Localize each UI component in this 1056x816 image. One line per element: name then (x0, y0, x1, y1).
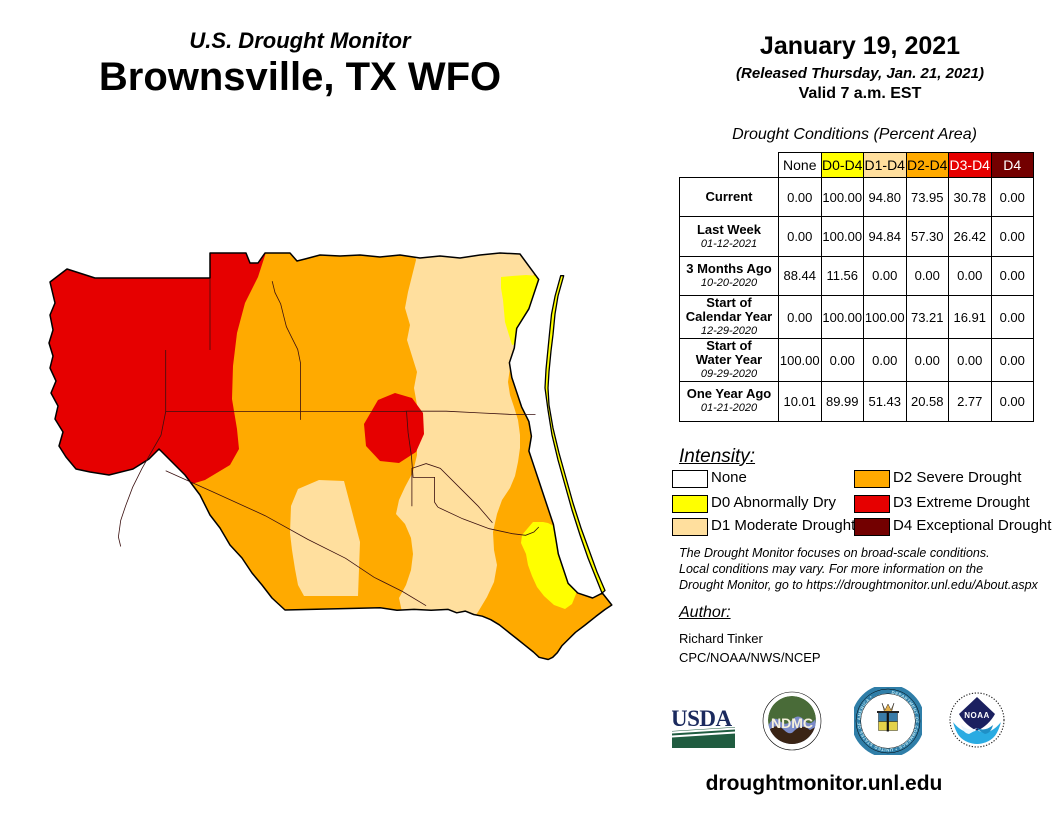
svg-text:USDA: USDA (672, 706, 733, 731)
svg-text:NDMC: NDMC (771, 715, 813, 731)
svg-text:NOAA: NOAA (964, 711, 990, 720)
